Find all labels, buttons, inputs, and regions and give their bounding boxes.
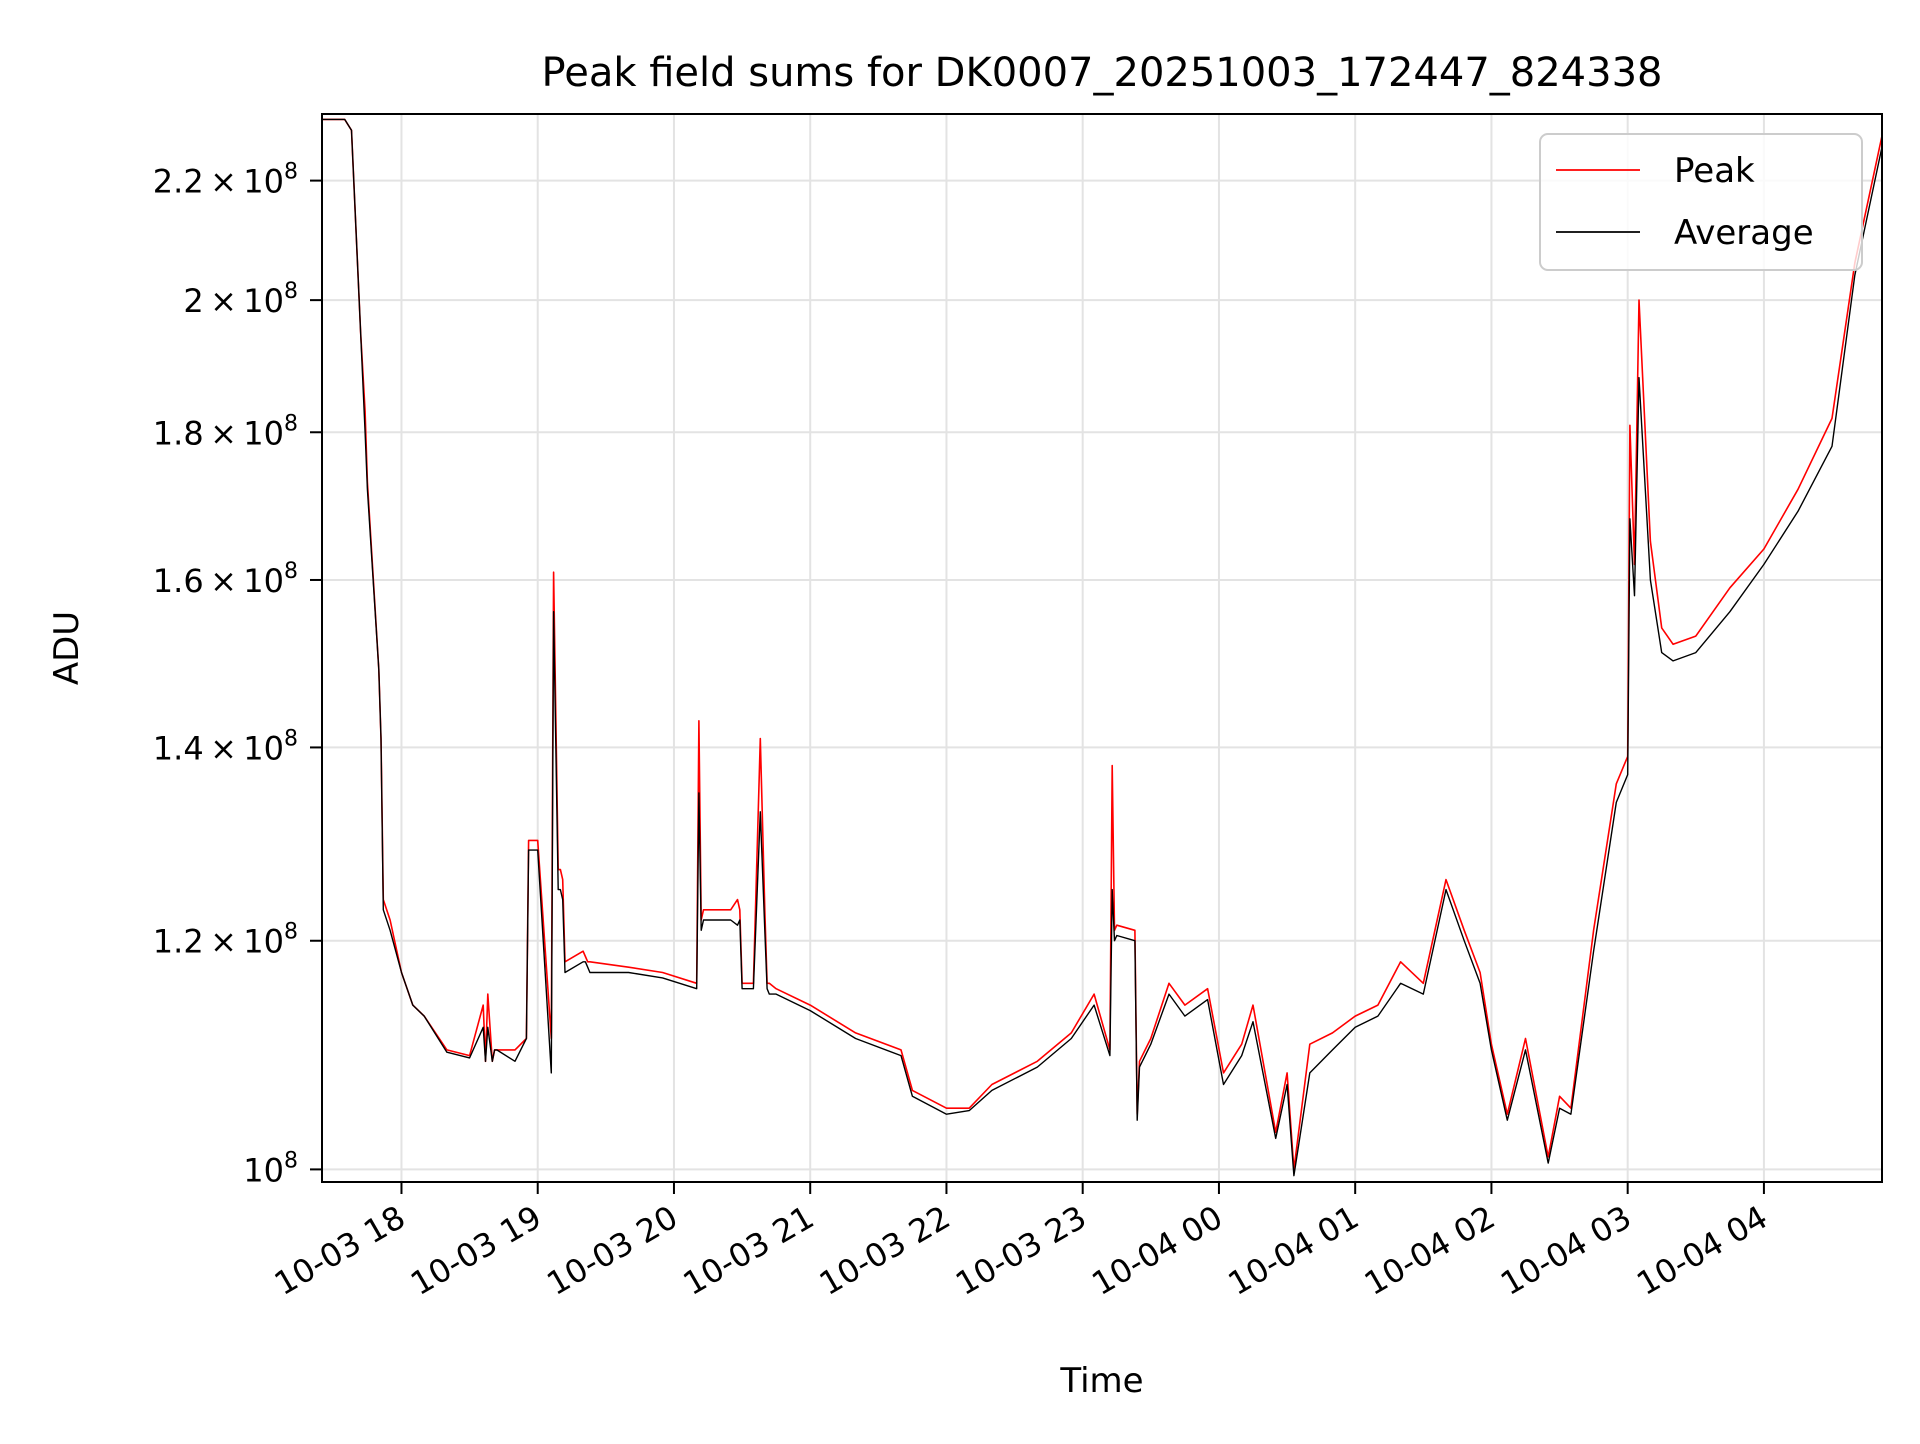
x-axis-label: Time <box>1059 1361 1143 1401</box>
chart-title: Peak field sums for DK0007_20251003_1724… <box>542 50 1663 96</box>
y-tick-label: 108 <box>243 1148 298 1189</box>
series-line-average <box>322 118 1883 1177</box>
x-tick-label: 10-04 01 <box>1222 1198 1366 1303</box>
x-tick-label: 10-04 04 <box>1630 1198 1774 1303</box>
series-layer <box>322 118 1883 1177</box>
x-tick-label: 10-03 23 <box>949 1198 1093 1303</box>
x-tick-label: 10-03 19 <box>404 1198 548 1303</box>
legend-peak-label: Peak <box>1674 151 1755 191</box>
plot-frame <box>321 113 1883 1183</box>
x-tick-label: 10-03 18 <box>268 1198 412 1303</box>
y-axis-label: ADU <box>47 611 87 685</box>
y-tick-label: 1.8 × 108 <box>153 411 298 452</box>
y-tick-label: 1.2 × 108 <box>153 920 298 961</box>
x-tick-label: 10-03 22 <box>813 1198 957 1303</box>
grid <box>322 114 1882 1182</box>
y-tick-label: 2 × 108 <box>183 279 298 320</box>
y-tick-label: 1.4 × 108 <box>153 726 298 767</box>
x-tick-label: 10-04 03 <box>1494 1198 1638 1303</box>
x-tick-label: 10-03 21 <box>677 1198 821 1303</box>
y-tick-label: 1.6 × 108 <box>153 559 298 600</box>
x-tick-label: 10-04 02 <box>1358 1198 1502 1303</box>
legend-average-label: Average <box>1674 213 1814 253</box>
legend-box <box>1539 133 1863 271</box>
legend: Peak Average <box>1539 133 1863 271</box>
x-tick-label: 10-04 00 <box>1085 1198 1229 1303</box>
series-line-peak <box>322 118 1883 1171</box>
y-tick-label: 2.2 × 108 <box>153 160 298 201</box>
x-tick-label: 10-03 20 <box>540 1198 684 1303</box>
y-axis: 108 1.2 × 108 1.4 × 108 1.6 × 108 1.8 × 108 2… <box>153 160 322 1189</box>
